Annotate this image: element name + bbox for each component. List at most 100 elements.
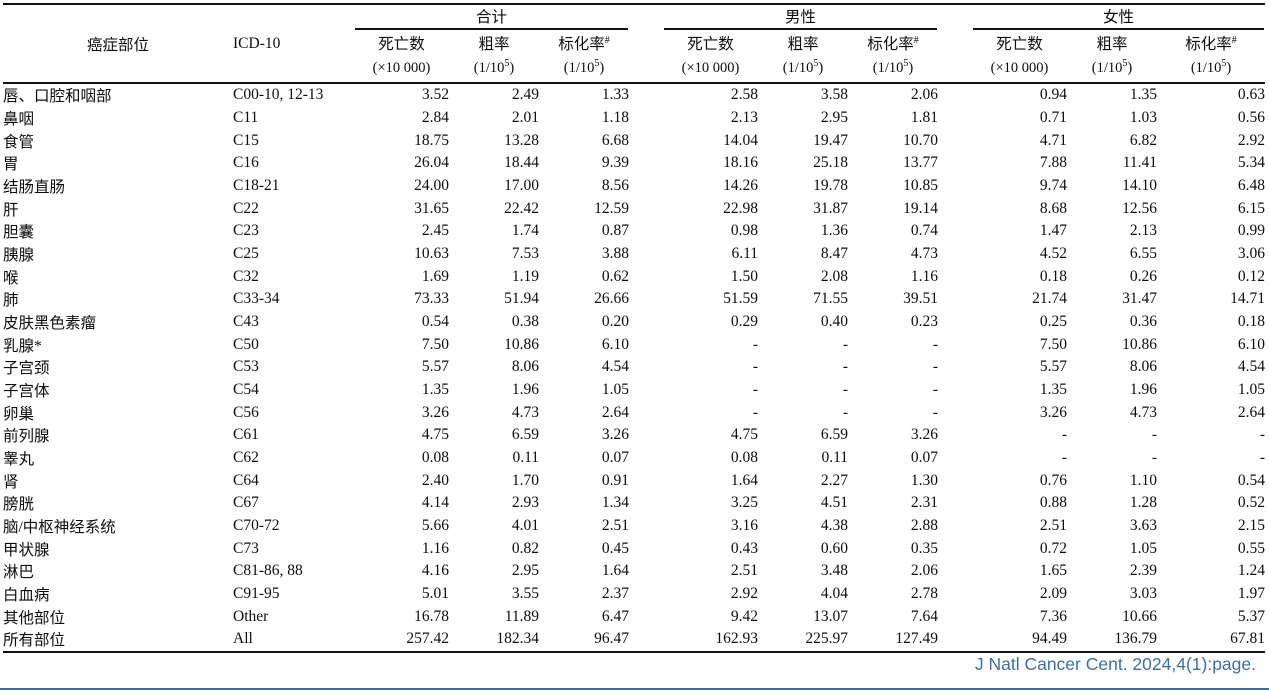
- value-cell: 2.51: [730, 562, 759, 580]
- value-cell: 2.13: [1129, 222, 1158, 240]
- value-cell: 13.28: [504, 131, 539, 149]
- value-cell: 2.93: [511, 494, 539, 512]
- value-cell: -: [842, 403, 849, 421]
- site-cell: 膀胱: [3, 496, 35, 514]
- value-cell: -: [932, 381, 939, 399]
- value-cell: -: [842, 381, 849, 399]
- value-cell: 2.51: [601, 517, 630, 535]
- value-cell: 6.82: [1129, 131, 1158, 149]
- column-gap: [629, 175, 663, 198]
- subcolumn-unit: (1/105): [563, 58, 605, 76]
- value-cell: 0.07: [910, 449, 939, 467]
- value-cell: 1.50: [730, 267, 759, 285]
- table-header: 癌症部位 ICD-10 合计 男性 女性 死亡数 (×10 000) 粗率 (1/1…: [3, 4, 1266, 84]
- table-row: 睾丸 C62 0.08 0.11 0.07 0.08 0.11 0.07 - - -: [3, 447, 1265, 470]
- value-cell: 6.47: [601, 607, 630, 625]
- table-row: 其他部位 Other 16.78 11.89 6.47 9.42 13.07 7.64 7.36…: [3, 605, 1265, 628]
- value-cell: 19.14: [903, 199, 939, 217]
- column-gap: [629, 628, 663, 652]
- value-cell: 2.64: [1237, 403, 1266, 421]
- column-gap: [629, 424, 663, 447]
- table-row: 白血病 C91-95 5.01 3.55 2.37 2.92 4.04 2.78 2.09 3.0…: [3, 583, 1265, 606]
- value-cell: 9.42: [730, 607, 759, 625]
- site-cell: 所有部位: [3, 632, 66, 650]
- value-cell: 2.49: [511, 86, 539, 104]
- column-gap: [629, 83, 663, 107]
- icd-cell: C00-10, 12-13: [233, 86, 324, 104]
- table-row: 子宫体 C54 1.35 1.96 1.05 - - - 1.35 1.96 1.05: [3, 379, 1265, 402]
- value-cell: 0.76: [1039, 471, 1068, 489]
- value-cell: -: [752, 358, 759, 376]
- value-cell: 10.85: [903, 177, 939, 195]
- site-cell: 子宫体: [3, 383, 50, 401]
- table-row: 胃 C16 26.04 18.44 9.39 18.16 25.18 13.77 7.88 11.…: [3, 152, 1265, 175]
- value-cell: 1.05: [1237, 381, 1266, 399]
- value-cell: 2.88: [910, 517, 939, 535]
- value-cell: 1.81: [910, 109, 939, 126]
- column-gap: [629, 129, 663, 152]
- value-cell: 0.40: [820, 313, 849, 331]
- value-cell: 3.06: [1237, 245, 1266, 263]
- subcolumn-unit: (1/105): [1190, 58, 1232, 76]
- column-gap: [938, 492, 972, 515]
- value-cell: 3.55: [511, 585, 539, 603]
- icd-cell: C62: [233, 449, 259, 467]
- value-cell: 0.11: [512, 449, 539, 467]
- value-cell: 5.34: [1237, 154, 1266, 172]
- value-cell: 3.26: [910, 426, 939, 444]
- subcolumn-unit: (1/105): [782, 58, 824, 76]
- icd-cell: C64: [233, 471, 259, 489]
- value-cell: 2.27: [820, 471, 849, 489]
- value-cell: -: [1259, 426, 1266, 444]
- column-gap: [938, 83, 972, 107]
- value-cell: 0.60: [820, 539, 849, 557]
- subcolumn-label: 死亡数: [687, 36, 734, 53]
- icd-cell: C11: [233, 109, 259, 126]
- table-row: 皮肤黑色素瘤 C43 0.54 0.38 0.20 0.29 0.40 0.23 0.25 0.3…: [3, 311, 1265, 334]
- value-cell: 13.77: [903, 154, 939, 172]
- value-cell: 1.69: [421, 267, 449, 285]
- value-cell: 1.05: [601, 381, 630, 399]
- column-gap: [938, 129, 972, 152]
- value-cell: 1.96: [511, 381, 539, 399]
- value-cell: 6.55: [1129, 245, 1158, 263]
- table-row: 卵巢 C56 3.26 4.73 2.64 - - - 3.26 4.73 2.64: [3, 401, 1265, 424]
- value-cell: 2.95: [820, 109, 849, 126]
- value-cell: 0.11: [821, 449, 849, 467]
- value-cell: 0.26: [1129, 267, 1158, 285]
- value-cell: 1.30: [910, 471, 939, 489]
- site-cell: 胆囊: [3, 224, 35, 242]
- value-cell: 0.63: [1237, 86, 1266, 104]
- subcolumn-label: 粗率: [1096, 36, 1128, 53]
- table-row: 甲状腺 C73 1.16 0.82 0.45 0.43 0.60 0.35 0.72 1.05 0.…: [3, 537, 1265, 560]
- value-cell: 0.07: [601, 449, 630, 467]
- value-cell: 1.33: [601, 86, 630, 104]
- value-cell: 2.06: [910, 86, 939, 104]
- column-gap: [938, 424, 972, 447]
- value-cell: 0.62: [601, 267, 630, 285]
- icd-cell: C53: [233, 358, 259, 376]
- table-row: 淋巴 C81-86, 88 4.16 2.95 1.64 2.51 3.48 2.06 1.65…: [3, 560, 1265, 583]
- value-cell: -: [932, 403, 939, 421]
- icd-cell: C15: [233, 131, 259, 149]
- value-cell: 4.52: [1039, 245, 1068, 263]
- column-gap: [938, 356, 972, 379]
- column-gap: [629, 288, 663, 311]
- value-cell: 4.75: [730, 426, 759, 444]
- value-cell: 0.56: [1237, 109, 1266, 126]
- site-cell: 淋巴: [3, 564, 35, 582]
- subcolumn-label: 粗率: [787, 36, 819, 53]
- subcolumn-unit: (1/105): [1091, 58, 1133, 76]
- group-header-total: 合计: [354, 4, 629, 30]
- subheader-deaths-total: 死亡数 (×10 000): [354, 30, 449, 84]
- column-gap: [629, 311, 663, 334]
- value-cell: 26.04: [414, 154, 449, 172]
- value-cell: -: [752, 381, 759, 399]
- icd-cell: Other: [233, 607, 269, 625]
- site-cell: 唇、口腔和咽部: [3, 88, 112, 106]
- group-label-total: 合计: [355, 5, 629, 30]
- column-gap: [938, 560, 972, 583]
- value-cell: 162.93: [715, 630, 759, 648]
- value-cell: 0.55: [1237, 539, 1266, 557]
- table-row: 所有部位 All 257.42 182.34 96.47 162.93 225.97 127.…: [3, 628, 1265, 652]
